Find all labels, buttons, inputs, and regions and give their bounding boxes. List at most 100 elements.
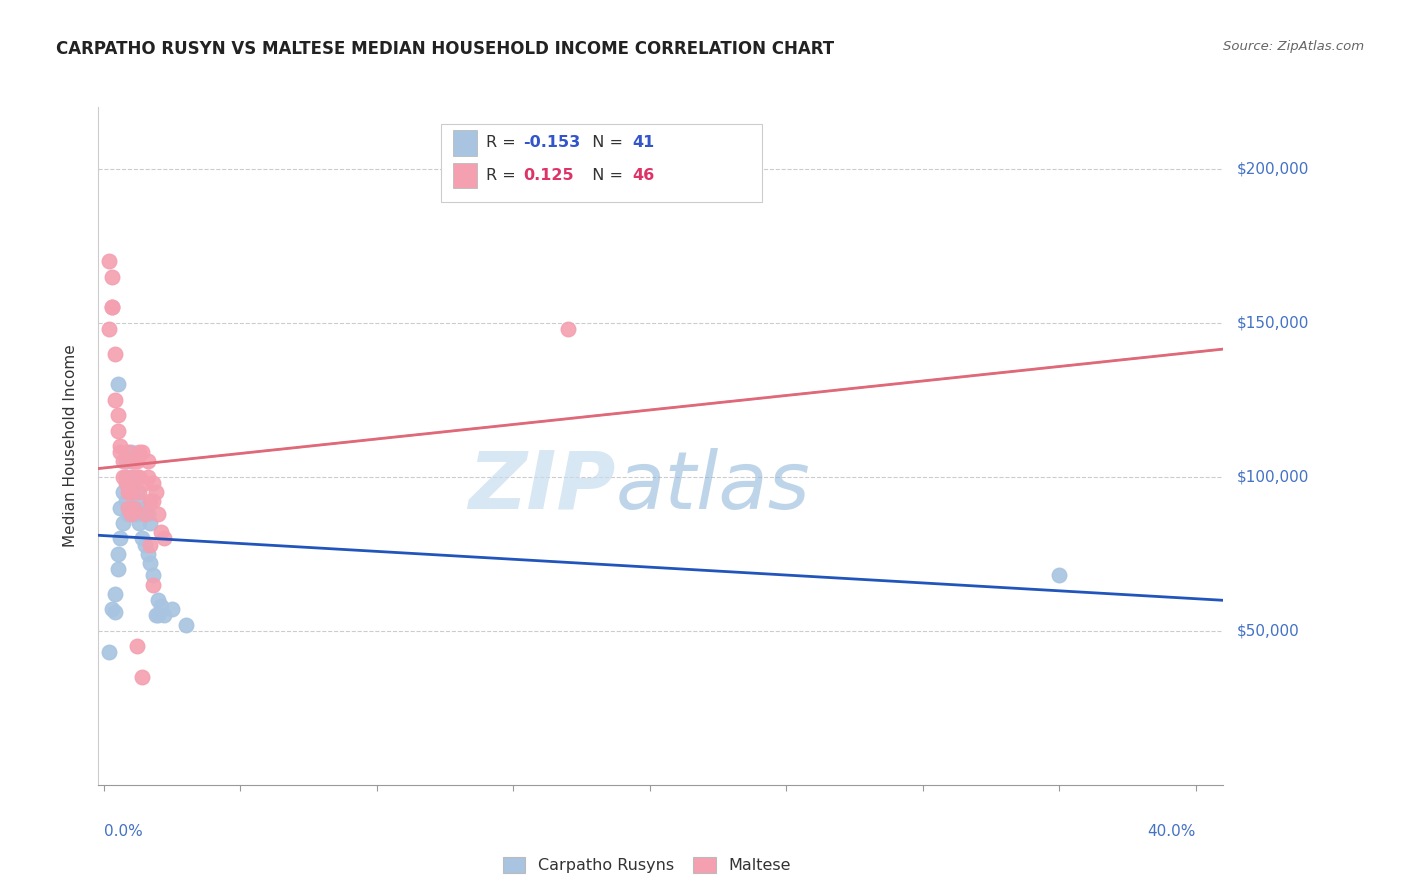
Point	[153, 532, 176, 546]
Point	[134, 475, 156, 490]
Point	[117, 445, 139, 459]
Point	[104, 587, 127, 601]
Point	[136, 547, 159, 561]
Point	[101, 602, 124, 616]
Point	[117, 507, 139, 521]
Point	[122, 470, 145, 484]
Point	[111, 470, 134, 484]
FancyBboxPatch shape	[441, 124, 762, 202]
Point	[125, 454, 148, 468]
Point	[557, 322, 579, 336]
Point	[110, 500, 132, 515]
Point	[142, 577, 165, 591]
Point	[128, 470, 150, 484]
Point	[153, 608, 176, 623]
Text: $200,000: $200,000	[1237, 161, 1309, 176]
Point	[104, 392, 127, 407]
Point	[101, 301, 124, 315]
Point	[107, 377, 129, 392]
Point	[139, 556, 162, 570]
Point	[120, 485, 142, 500]
Point	[98, 254, 121, 268]
Point	[110, 439, 132, 453]
Point	[139, 516, 162, 530]
Text: R =: R =	[486, 168, 526, 183]
Point	[101, 301, 124, 315]
Point	[145, 485, 167, 500]
Text: ZIP: ZIP	[468, 448, 616, 525]
Point	[131, 532, 153, 546]
Point	[122, 500, 145, 515]
Text: 46: 46	[633, 168, 655, 183]
Point	[150, 525, 173, 540]
Point	[145, 608, 167, 623]
Point	[134, 500, 156, 515]
Point	[117, 475, 139, 490]
Point	[125, 507, 148, 521]
Point	[114, 470, 136, 484]
Point	[131, 670, 153, 684]
Point	[150, 599, 173, 614]
Point	[174, 617, 197, 632]
Point	[136, 454, 159, 468]
Point	[134, 538, 156, 552]
Point	[148, 608, 170, 623]
Point	[142, 475, 165, 490]
Point	[142, 568, 165, 582]
Point	[104, 346, 127, 360]
Point	[128, 485, 150, 500]
Point	[98, 322, 121, 336]
Point	[148, 507, 170, 521]
Text: R =: R =	[486, 136, 522, 151]
Point	[134, 507, 156, 521]
Text: CARPATHO RUSYN VS MALTESE MEDIAN HOUSEHOLD INCOME CORRELATION CHART: CARPATHO RUSYN VS MALTESE MEDIAN HOUSEHO…	[56, 40, 834, 58]
Point	[107, 547, 129, 561]
Point	[120, 454, 142, 468]
Point	[136, 470, 159, 484]
FancyBboxPatch shape	[453, 130, 478, 156]
Point	[114, 470, 136, 484]
Point	[114, 454, 136, 468]
Point	[98, 645, 121, 659]
Text: 0.125: 0.125	[523, 168, 574, 183]
Point	[131, 445, 153, 459]
Point	[110, 532, 132, 546]
Text: 41: 41	[633, 136, 655, 151]
Text: N =: N =	[582, 136, 628, 151]
Point	[104, 606, 127, 620]
Text: N =: N =	[582, 168, 628, 183]
Point	[117, 485, 139, 500]
Text: 40.0%: 40.0%	[1147, 824, 1197, 838]
Point	[160, 602, 183, 616]
Point	[128, 516, 150, 530]
Point	[107, 408, 129, 422]
Point	[125, 640, 148, 654]
Point	[139, 538, 162, 552]
Point	[120, 445, 142, 459]
Text: 0.0%: 0.0%	[104, 824, 142, 838]
Point	[107, 424, 129, 438]
Point	[125, 470, 148, 484]
Point	[111, 485, 134, 500]
Text: $150,000: $150,000	[1237, 315, 1309, 330]
Point	[122, 454, 145, 468]
Point	[148, 593, 170, 607]
Point	[122, 470, 145, 484]
Text: Source: ZipAtlas.com: Source: ZipAtlas.com	[1223, 40, 1364, 54]
Point	[136, 507, 159, 521]
Point	[1047, 568, 1070, 582]
Point	[114, 475, 136, 490]
Text: atlas: atlas	[616, 448, 811, 525]
Point	[120, 470, 142, 484]
Point	[120, 507, 142, 521]
Text: $50,000: $50,000	[1237, 624, 1301, 639]
Point	[122, 500, 145, 515]
Point	[111, 516, 134, 530]
Point	[128, 445, 150, 459]
Point	[125, 485, 148, 500]
Point	[107, 562, 129, 576]
Text: -0.153: -0.153	[523, 136, 581, 151]
Point	[110, 445, 132, 459]
Legend: Carpatho Rusyns, Maltese: Carpatho Rusyns, Maltese	[496, 850, 797, 880]
Point	[139, 494, 162, 508]
